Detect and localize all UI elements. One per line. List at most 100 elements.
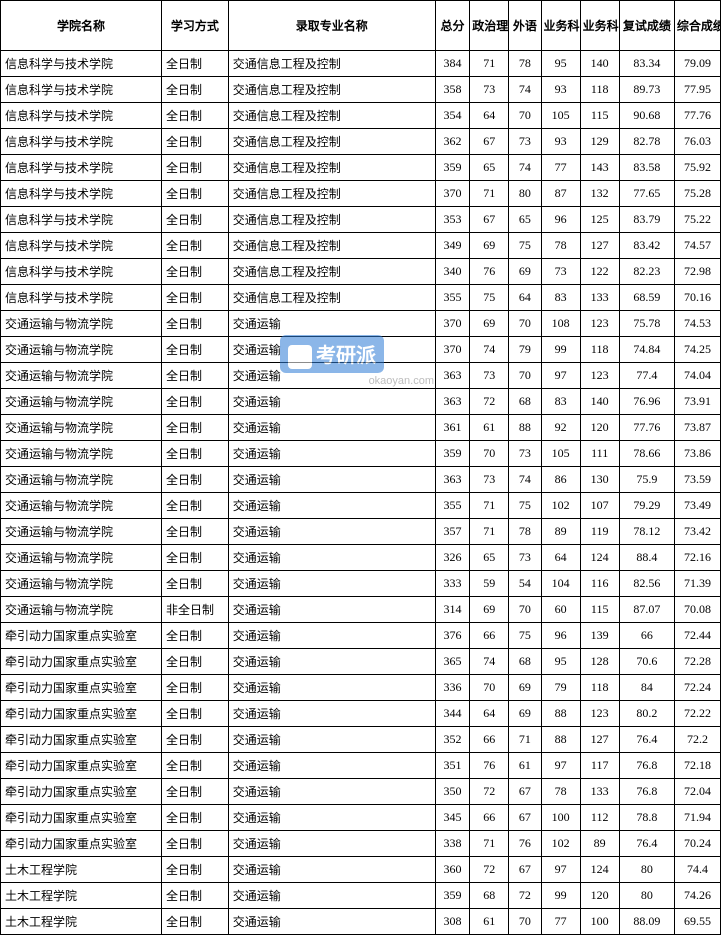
- cell-politics: 74: [470, 337, 509, 363]
- cell-retest: 78.12: [619, 519, 674, 545]
- cell-retest: 77.4: [619, 363, 674, 389]
- cell-major: 交通信息工程及控制: [228, 155, 435, 181]
- cell-foreign: 76: [509, 831, 541, 857]
- cell-sub2: 133: [580, 285, 619, 311]
- cell-sub2: 100: [580, 909, 619, 935]
- cell-major: 交通信息工程及控制: [228, 207, 435, 233]
- cell-sub1: 77: [541, 155, 580, 181]
- table-row: 交通运输与物流学院全日制交通运输333595410411682.5671.39: [1, 571, 721, 597]
- cell-sub2: 128: [580, 649, 619, 675]
- cell-politics: 59: [470, 571, 509, 597]
- cell-politics: 65: [470, 155, 509, 181]
- cell-final: 77.76: [674, 103, 720, 129]
- cell-total: 308: [435, 909, 470, 935]
- cell-total: 376: [435, 623, 470, 649]
- cell-mode: 全日制: [162, 311, 229, 337]
- cell-foreign: 68: [509, 649, 541, 675]
- cell-total: 351: [435, 753, 470, 779]
- cell-retest: 75.9: [619, 467, 674, 493]
- cell-total: 363: [435, 467, 470, 493]
- cell-sub1: 86: [541, 467, 580, 493]
- cell-foreign: 88: [509, 415, 541, 441]
- cell-major: 交通运输: [228, 649, 435, 675]
- cell-sub2: 115: [580, 597, 619, 623]
- cell-school: 信息科学与技术学院: [1, 233, 162, 259]
- cell-school: 信息科学与技术学院: [1, 259, 162, 285]
- cell-foreign: 78: [509, 519, 541, 545]
- cell-sub1: 99: [541, 337, 580, 363]
- cell-mode: 全日制: [162, 207, 229, 233]
- cell-major: 交通运输: [228, 805, 435, 831]
- cell-retest: 76.8: [619, 753, 674, 779]
- table-row: 牵引动力国家重点实验室全日制交通运输3367069791188472.24: [1, 675, 721, 701]
- cell-politics: 74: [470, 649, 509, 675]
- cell-final: 74.4: [674, 857, 720, 883]
- cell-major: 交通运输: [228, 545, 435, 571]
- cell-retest: 68.59: [619, 285, 674, 311]
- cell-mode: 全日制: [162, 701, 229, 727]
- cell-sub1: 108: [541, 311, 580, 337]
- cell-foreign: 75: [509, 233, 541, 259]
- cell-major: 交通运输: [228, 389, 435, 415]
- cell-final: 75.28: [674, 181, 720, 207]
- cell-major: 交通运输: [228, 415, 435, 441]
- cell-final: 72.24: [674, 675, 720, 701]
- header-major: 录取专业名称: [228, 1, 435, 51]
- cell-politics: 73: [470, 363, 509, 389]
- cell-total: 359: [435, 883, 470, 909]
- cell-foreign: 64: [509, 285, 541, 311]
- cell-sub2: 125: [580, 207, 619, 233]
- cell-sub1: 96: [541, 623, 580, 649]
- cell-final: 74.57: [674, 233, 720, 259]
- cell-retest: 75.78: [619, 311, 674, 337]
- table-header-row: 学院名称 学习方式 录取专业名称 总分 政治理论 外语 业务科1 业务科1 复试…: [1, 1, 721, 51]
- cell-major: 交通运输: [228, 623, 435, 649]
- cell-total: 362: [435, 129, 470, 155]
- cell-final: 71.94: [674, 805, 720, 831]
- cell-retest: 90.68: [619, 103, 674, 129]
- cell-sub1: 105: [541, 441, 580, 467]
- cell-school: 牵引动力国家重点实验室: [1, 779, 162, 805]
- cell-sub2: 115: [580, 103, 619, 129]
- cell-school: 牵引动力国家重点实验室: [1, 805, 162, 831]
- cell-foreign: 70: [509, 909, 541, 935]
- table-row: 信息科学与技术学院全日制交通信息工程及控制34969757812783.4274…: [1, 233, 721, 259]
- cell-foreign: 69: [509, 675, 541, 701]
- cell-foreign: 70: [509, 363, 541, 389]
- cell-sub1: 77: [541, 909, 580, 935]
- table-row: 牵引动力国家重点实验室全日制交通运输36574689512870.672.28: [1, 649, 721, 675]
- cell-mode: 全日制: [162, 571, 229, 597]
- cell-sub1: 79: [541, 675, 580, 701]
- table-row: 牵引动力国家重点实验室全日制交通运输35176619711776.872.18: [1, 753, 721, 779]
- cell-sub1: 93: [541, 77, 580, 103]
- header-school: 学院名称: [1, 1, 162, 51]
- table-row: 土木工程学院全日制交通运输30861707710088.0969.55: [1, 909, 721, 935]
- cell-sub2: 127: [580, 727, 619, 753]
- cell-politics: 68: [470, 883, 509, 909]
- header-subject1: 业务科1: [541, 1, 580, 51]
- cell-politics: 70: [470, 675, 509, 701]
- cell-politics: 64: [470, 103, 509, 129]
- cell-foreign: 79: [509, 337, 541, 363]
- cell-politics: 64: [470, 701, 509, 727]
- header-foreign: 外语: [509, 1, 541, 51]
- cell-school: 牵引动力国家重点实验室: [1, 727, 162, 753]
- cell-politics: 72: [470, 779, 509, 805]
- cell-foreign: 75: [509, 623, 541, 649]
- cell-major: 交通信息工程及控制: [228, 259, 435, 285]
- cell-politics: 76: [470, 259, 509, 285]
- cell-retest: 77.65: [619, 181, 674, 207]
- cell-school: 牵引动力国家重点实验室: [1, 675, 162, 701]
- cell-retest: 88.09: [619, 909, 674, 935]
- cell-politics: 69: [470, 597, 509, 623]
- table-row: 交通运输与物流学院非全日制交通运输31469706011587.0770.08: [1, 597, 721, 623]
- cell-politics: 70: [470, 441, 509, 467]
- table-row: 交通运输与物流学院全日制交通运输36373748613075.973.59: [1, 467, 721, 493]
- cell-mode: 全日制: [162, 259, 229, 285]
- cell-sub1: 105: [541, 103, 580, 129]
- cell-mode: 全日制: [162, 233, 229, 259]
- cell-sub2: 118: [580, 337, 619, 363]
- cell-major: 交通运输: [228, 493, 435, 519]
- cell-retest: 80: [619, 857, 674, 883]
- cell-total: 345: [435, 805, 470, 831]
